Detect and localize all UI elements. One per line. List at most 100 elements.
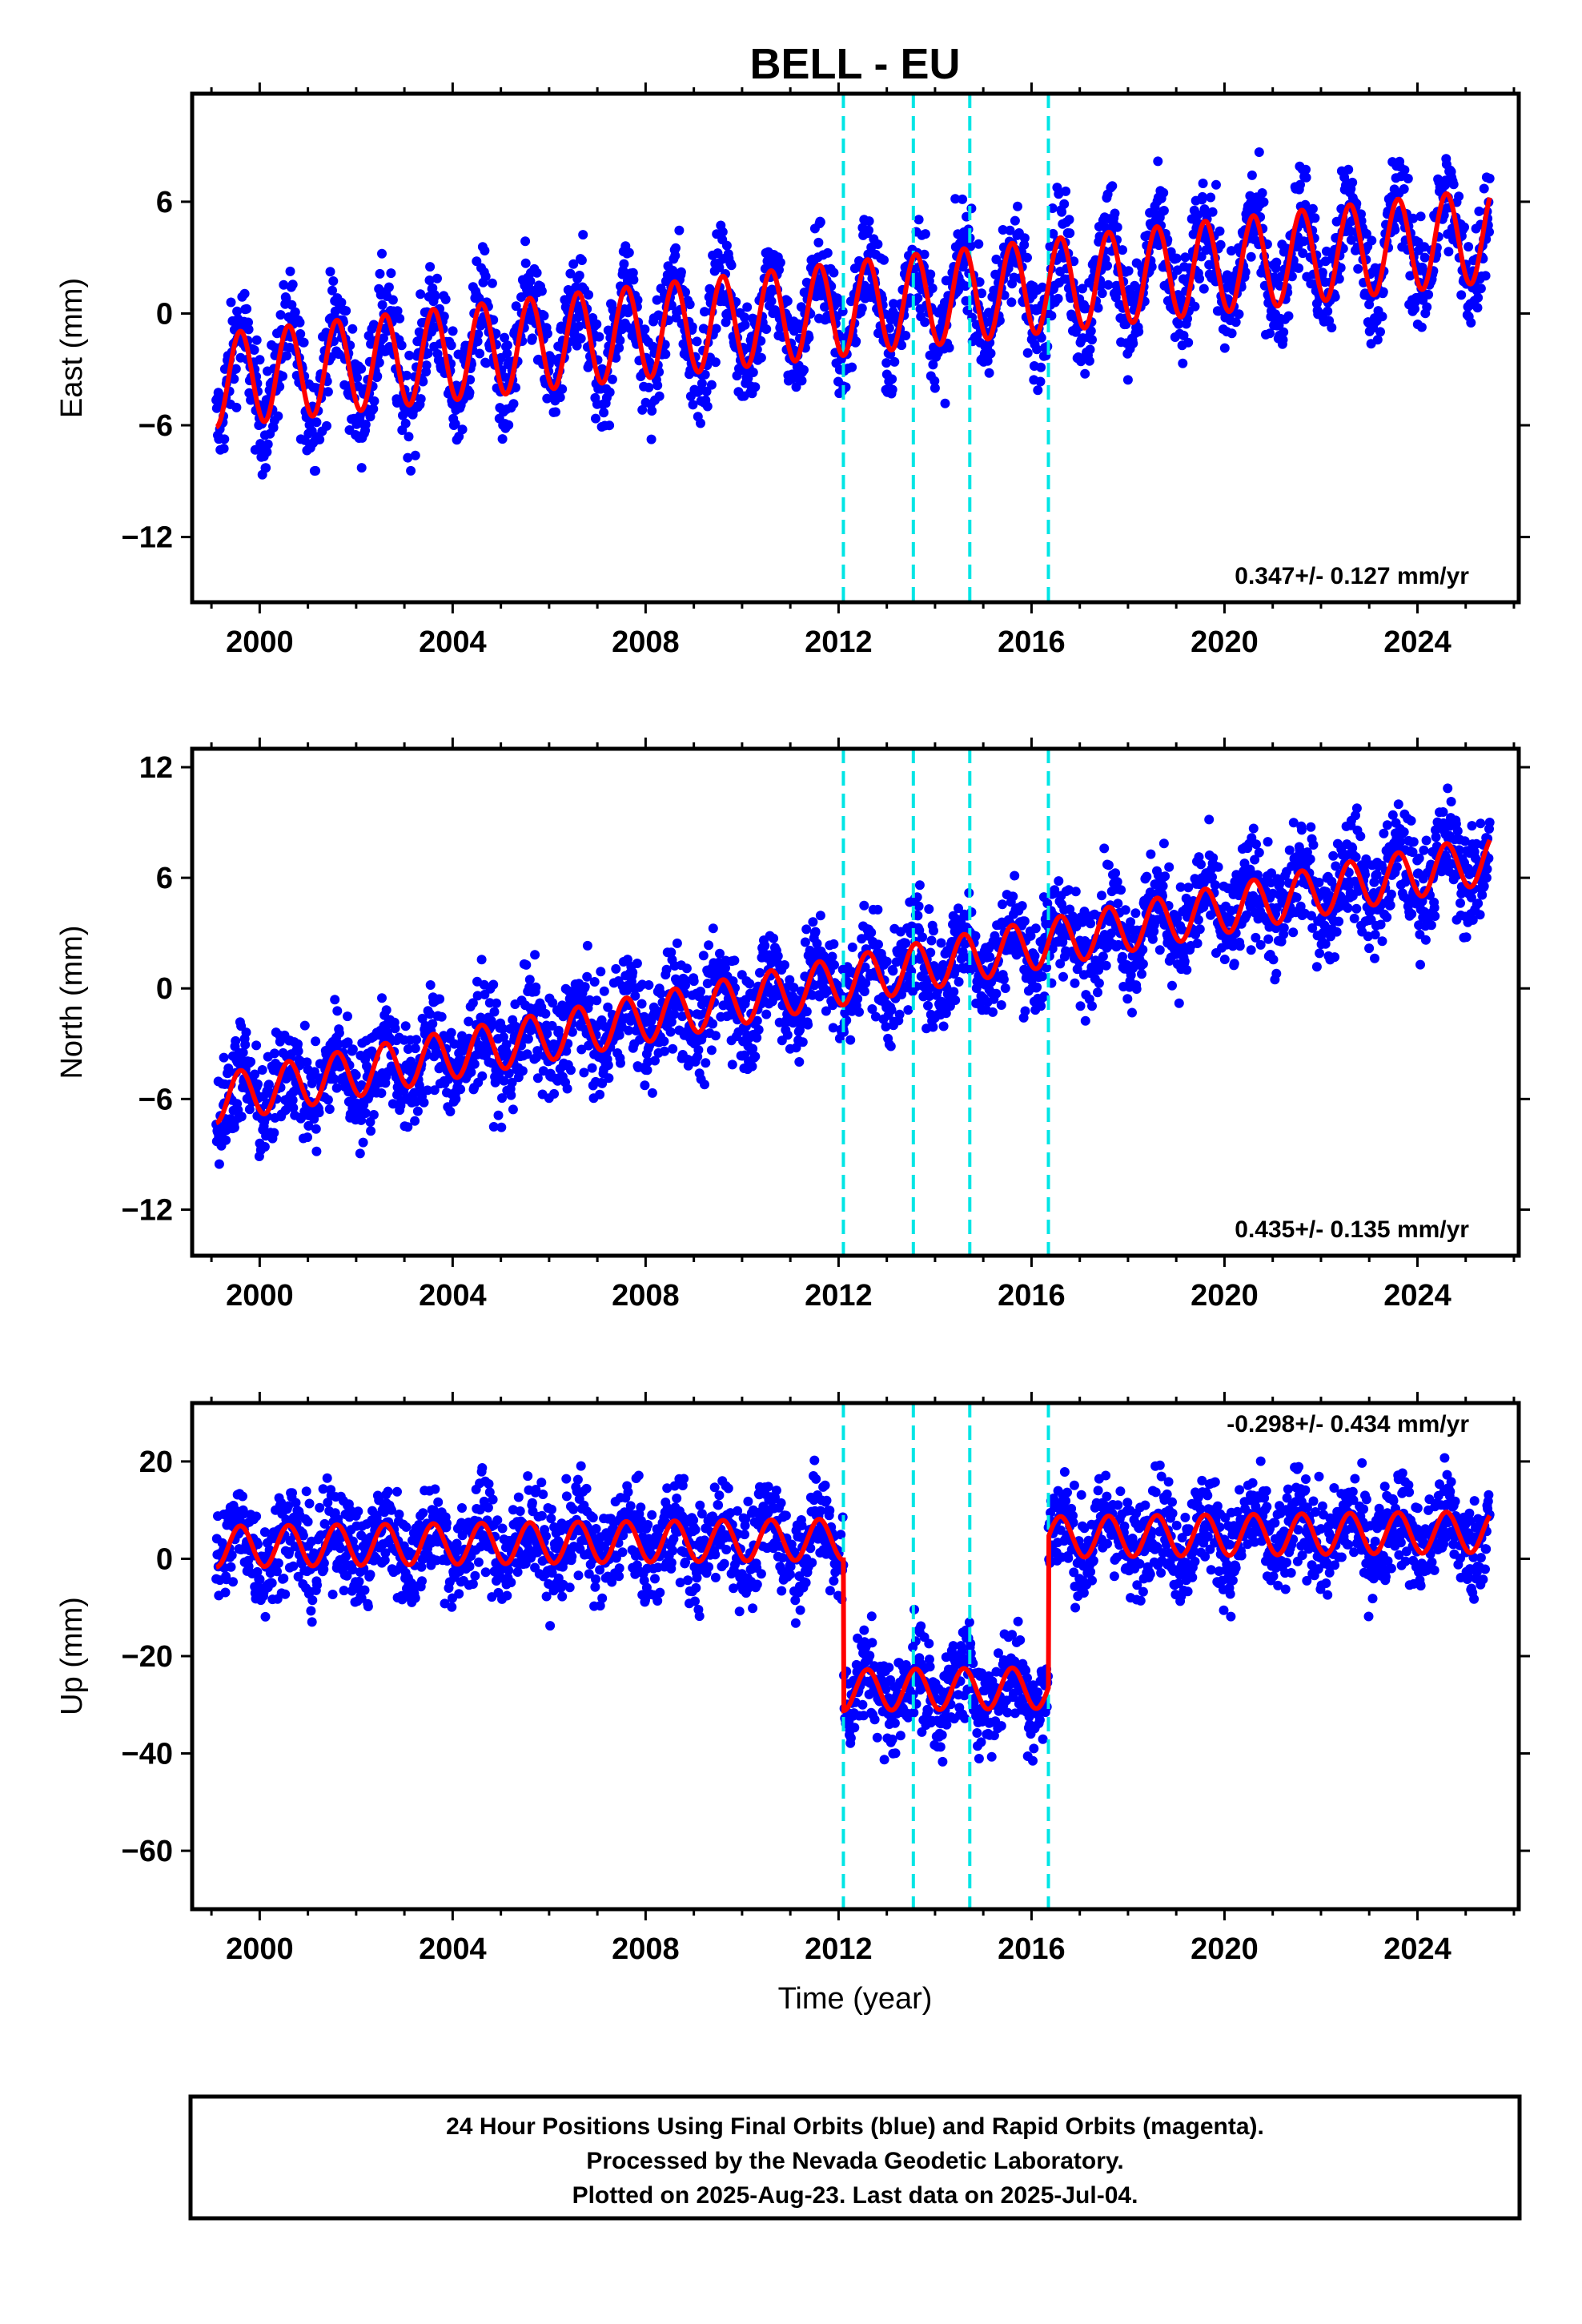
east-obs-point: [1240, 267, 1251, 277]
north-obs-point: [1146, 849, 1156, 859]
north-obs-point: [231, 1035, 241, 1046]
east-obs-point: [685, 300, 695, 310]
north-obs-point: [800, 937, 810, 947]
east-frame: [190, 91, 1521, 605]
east-obs-point: [425, 262, 436, 272]
east-obs-point: [1454, 191, 1464, 202]
north-obs-point: [1080, 1015, 1090, 1026]
east-obs-point: [599, 408, 609, 418]
east-obs-point: [261, 395, 271, 405]
east-obs-point: [375, 268, 385, 279]
north-obs-point: [390, 1023, 400, 1034]
east-obs-point: [913, 215, 924, 225]
north-panel: 2000 2004 2008 2012 2016 2020 2024−12−60612Nor…: [55, 738, 1530, 1313]
north-obs-point: [693, 1045, 704, 1055]
east-obs-point: [374, 357, 384, 368]
east-obs-point: [1019, 233, 1030, 243]
east-obs-point: [756, 336, 766, 346]
north-obs-point: [642, 1065, 652, 1076]
north-obs-point: [1219, 955, 1230, 964]
north-obs-point: [950, 995, 961, 1005]
north-obs-point: [1370, 930, 1380, 940]
east-obs-point: [837, 306, 848, 316]
east-obs-point: [1093, 303, 1103, 313]
east-obs-point: [1059, 199, 1070, 209]
north-obs-point: [259, 1142, 270, 1152]
north-obs-point: [1248, 823, 1259, 834]
north-obs-point: [498, 1023, 508, 1034]
north-obs-point: [1343, 903, 1353, 913]
north-obs-point: [487, 1019, 497, 1030]
north-obs-point: [1393, 799, 1403, 810]
north-obs-point: [356, 1115, 367, 1125]
north-obs-point: [504, 1068, 514, 1079]
east-obs-point: [1295, 179, 1305, 190]
east-obs-point: [255, 355, 265, 365]
east-obs-point: [450, 419, 460, 429]
north-obs-point: [752, 1032, 762, 1043]
east-y-tick-label: −12: [122, 521, 173, 555]
north-obs-point: [1364, 943, 1375, 954]
east-obs-point: [539, 311, 549, 321]
north-obs-point: [311, 1124, 321, 1134]
north-obs-point: [1154, 945, 1165, 955]
east-obs-point: [1472, 303, 1483, 313]
east-obs-point: [1053, 293, 1063, 304]
east-obs-point: [395, 313, 405, 324]
east-obs-point: [557, 384, 568, 394]
east-obs-point: [1128, 338, 1138, 348]
east-obs-point: [356, 364, 367, 374]
east-obs-point: [717, 227, 728, 237]
north-obs-point: [1038, 971, 1047, 982]
east-obs-point: [930, 376, 940, 386]
east-obs-point: [275, 310, 286, 320]
east-obs-point: [1283, 311, 1294, 321]
east-obs-point: [439, 312, 449, 322]
north-obs-point: [1196, 859, 1206, 870]
north-obs-point: [1158, 838, 1169, 849]
north-obs-point: [329, 1074, 339, 1084]
east-obs-point: [315, 434, 325, 444]
east-obs-point: [404, 350, 415, 360]
north-obs-point: [499, 1076, 509, 1086]
north-obs-point: [1382, 912, 1392, 923]
east-obs-point: [1317, 267, 1327, 278]
east-obs-point: [822, 247, 833, 258]
north-obs-point: [1288, 927, 1299, 938]
east-obs-point: [424, 275, 435, 285]
north-obs-point: [985, 952, 995, 962]
east-obs-point: [1057, 207, 1067, 217]
east-obs-point: [481, 358, 492, 368]
east-obs-point: [285, 266, 295, 276]
east-obs-point: [1005, 225, 1015, 235]
east-obs-point: [652, 380, 663, 391]
east-obs-point: [1346, 235, 1356, 245]
east-obs-point: [400, 418, 411, 428]
east-obs-point: [341, 306, 351, 316]
north-obs-point: [412, 1106, 423, 1116]
east-obs-point: [604, 387, 615, 397]
north-obs-point: [376, 1088, 387, 1098]
east-obs-point: [1153, 156, 1163, 167]
north-obs-point: [309, 1114, 319, 1124]
north-obs-point: [333, 1039, 343, 1049]
east-obs-point: [603, 325, 613, 336]
east-obs-point: [508, 399, 519, 409]
east-obs-point: [525, 276, 536, 286]
north-obs-point: [1246, 945, 1256, 955]
north-obs-point: [966, 907, 977, 917]
east-obs-point: [740, 312, 749, 323]
east-obs-point: [532, 267, 542, 278]
east-obs-point: [1195, 274, 1205, 283]
east-obs-point: [268, 423, 279, 432]
east-obs-point: [1473, 292, 1484, 303]
north-obs-point: [665, 1027, 676, 1037]
north-obs-point: [1406, 815, 1416, 826]
east-obs-point: [387, 295, 398, 305]
east-obs-point: [404, 432, 414, 442]
north-obs-point: [782, 1030, 793, 1040]
north-obs-point: [522, 1049, 532, 1059]
east-obs-point: [1107, 181, 1118, 191]
east-obs-point: [847, 362, 857, 372]
north-obs-point: [929, 926, 938, 936]
